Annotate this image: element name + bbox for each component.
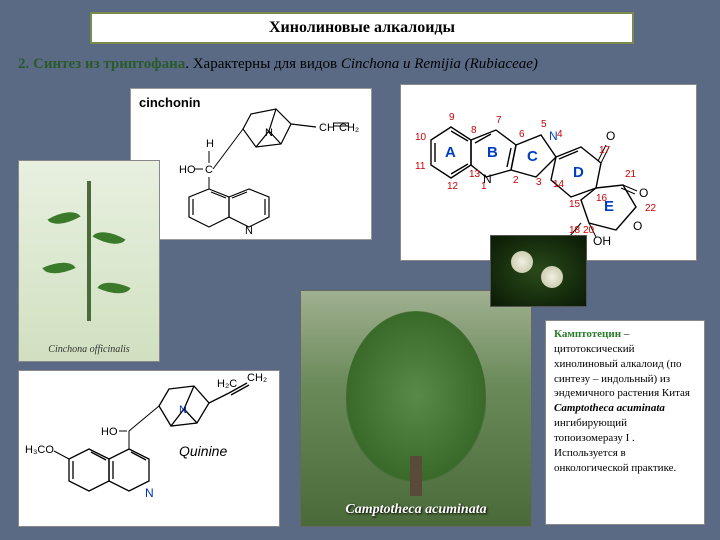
svg-text:15: 15 (569, 199, 581, 210)
info-body2: ингибирующий топоизомеразу I . Используе… (554, 417, 676, 474)
svg-text:2: 2 (513, 175, 519, 186)
svg-text:13: 13 (469, 169, 481, 180)
svg-text:CH₂: CH₂ (247, 372, 267, 384)
svg-text:11: 11 (415, 161, 426, 172)
svg-text:17: 17 (599, 145, 611, 156)
svg-text:H: H (206, 138, 214, 150)
svg-text:5: 5 (541, 119, 547, 130)
svg-text:9: 9 (449, 112, 455, 123)
svg-text:HO: HO (179, 164, 196, 176)
svg-text:6: 6 (519, 129, 525, 140)
svg-text:N: N (145, 486, 154, 500)
svg-text:C: C (527, 148, 538, 165)
svg-text:CH₂: CH₂ (339, 122, 359, 134)
svg-text:10: 10 (415, 132, 427, 143)
svg-text:N: N (265, 127, 273, 139)
cinchonin-label: cinchonin (139, 95, 200, 110)
title-text: Хинолиновые алкалоиды (269, 19, 455, 37)
subtitle-italic: Cinchona и Remijia (Rubiaceae) (341, 56, 538, 72)
camptotheca-tree-image: Camptotheca acuminata (300, 290, 532, 527)
svg-text:22: 22 (645, 203, 657, 214)
svg-text:D: D (573, 164, 584, 181)
info-lead: Камптотецин (554, 328, 621, 340)
quinine-svg: N CH₂ H₂C HO N H₃CO Quinine (19, 371, 279, 526)
svg-text:14: 14 (553, 179, 565, 190)
cinchona-caption: Cinchona officinalis (19, 344, 159, 355)
svg-text:7: 7 (496, 115, 502, 126)
tree-caption: Camptotheca acuminata (301, 502, 531, 518)
svg-text:12: 12 (447, 181, 459, 192)
info-box: Камптотецин – цитотоксический хинолиновы… (545, 320, 705, 525)
cinchonin-structure: cinchonin N CH CH₂ H C HO N (130, 88, 372, 240)
svg-text:8: 8 (471, 125, 477, 136)
subtitle-num: 2. Синтез из триптофана (18, 56, 185, 72)
svg-text:H₃CO: H₃CO (25, 444, 54, 456)
svg-text:O: O (606, 129, 615, 143)
svg-text:O: O (633, 219, 642, 233)
svg-text:1: 1 (481, 181, 487, 192)
svg-text:B: B (487, 144, 498, 161)
svg-text:21: 21 (625, 169, 637, 180)
svg-text:16: 16 (596, 193, 608, 204)
svg-text:CH: CH (319, 122, 335, 134)
cinchonin-svg: N CH CH₂ H C HO N (131, 89, 371, 239)
svg-text:4: 4 (557, 129, 563, 140)
svg-text:HO: HO (101, 426, 118, 438)
info-species: Camptotheca acuminata (554, 402, 665, 414)
subtitle: 2. Синтез из триптофана. Характерны для … (18, 56, 538, 73)
svg-text:C: C (205, 164, 213, 176)
camptotheca-flower-image (490, 235, 587, 307)
subtitle-rest: . Характерны для видов (185, 56, 341, 72)
quinine-structure: N CH₂ H₂C HO N H₃CO Quinine (18, 370, 280, 527)
svg-text:H₂C: H₂C (217, 378, 237, 390)
cinchona-plant-image: Cinchona officinalis (18, 160, 160, 362)
svg-text:N: N (179, 404, 187, 416)
svg-text:A: A (445, 144, 456, 161)
svg-text:3: 3 (536, 177, 542, 188)
svg-text:O: O (639, 186, 648, 200)
camptothecin-svg: A B C D E N N O O O OH H₃C 1 2 3 4 5 6 7… (401, 85, 696, 260)
title-box: Хинолиновые алкалоиды (90, 12, 634, 44)
svg-text:N: N (245, 225, 253, 237)
svg-text:Quinine: Quinine (179, 443, 227, 459)
